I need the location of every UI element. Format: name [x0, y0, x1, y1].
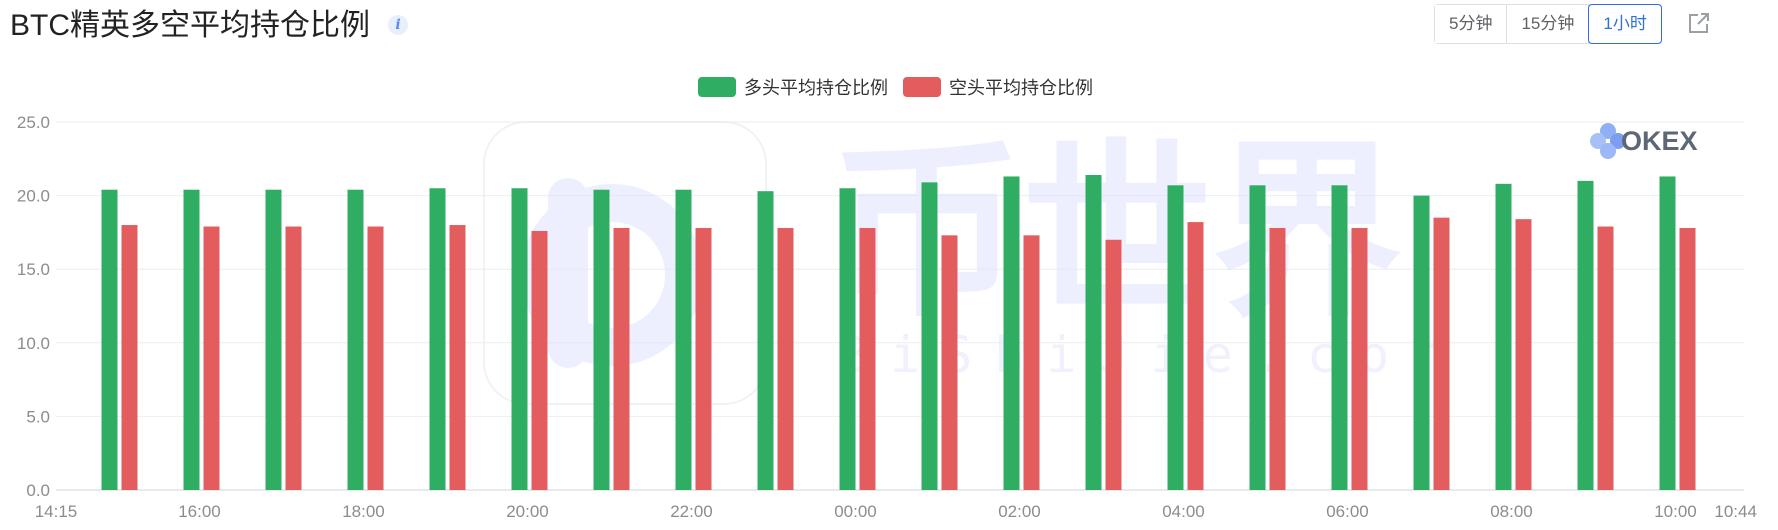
legend-label-long: 多头平均持仓比例 [744, 78, 888, 98]
y-axis: 0.0 5.0 10.0 15.0 20.0 25.0 [17, 113, 50, 500]
x-tick-label: 14:15 [35, 502, 78, 521]
bar-long[interactable] [1003, 176, 1020, 491]
x-tick-label: 06:00 [1326, 502, 1369, 521]
bar-long[interactable] [429, 188, 446, 491]
y-tick-label: 0.0 [26, 481, 50, 500]
x-tick-label: 02:00 [998, 502, 1041, 521]
x-tick-label: 04:00 [1162, 502, 1205, 521]
bars [101, 174, 1696, 491]
bar-long[interactable] [347, 189, 364, 490]
grid-lines [56, 121, 1744, 491]
bar-short[interactable] [777, 227, 794, 490]
bar-long[interactable] [757, 191, 774, 490]
bar-long[interactable] [1495, 183, 1512, 490]
okex-logo: OKEX [1590, 123, 1698, 159]
bar-long[interactable] [921, 182, 938, 491]
range-5min-button[interactable]: 5分钟 [1435, 5, 1508, 43]
bar-short[interactable] [1351, 227, 1368, 490]
bar-long[interactable] [511, 188, 528, 491]
bar-long[interactable] [265, 189, 282, 490]
x-tick-label: 22:00 [670, 502, 713, 521]
x-tick-label: 18:00 [342, 502, 385, 521]
bar-short[interactable] [1187, 222, 1204, 490]
bar-long[interactable] [1085, 174, 1102, 490]
bar-long[interactable] [101, 189, 118, 490]
okex-logo-text: OKEX [1621, 126, 1698, 156]
bar-long[interactable] [1167, 185, 1184, 490]
bar-short[interactable] [285, 226, 302, 490]
page-title: BTC精英多空平均持仓比例 [10, 9, 370, 42]
x-tick-label: 00:00 [834, 502, 877, 521]
bar-long[interactable] [1249, 185, 1266, 490]
legend-item-short[interactable]: 空头平均持仓比例 [903, 77, 1093, 98]
info-icon[interactable]: i [388, 15, 408, 35]
bar-short[interactable] [1597, 226, 1614, 490]
bar-short[interactable] [1269, 227, 1286, 490]
watermark: 币世界 BiShiJie.com [483, 121, 1441, 405]
x-tick-label: 10:00 [1654, 502, 1697, 521]
legend-swatch-short [903, 77, 941, 97]
time-range-selector: 5分钟 15分钟 1小时 [1434, 4, 1662, 44]
y-tick-label: 20.0 [17, 187, 50, 206]
y-tick-label: 5.0 [26, 407, 50, 426]
bar-short[interactable] [121, 225, 138, 491]
okex-logo-icon [1600, 123, 1616, 139]
x-tick-label: 16:00 [178, 502, 221, 521]
bar-short[interactable] [531, 230, 548, 491]
bar-short[interactable] [1433, 217, 1450, 490]
legend-swatch-long [698, 77, 736, 97]
bar-short[interactable] [1023, 235, 1040, 490]
bar-short[interactable] [203, 226, 220, 490]
bar-long[interactable] [183, 189, 200, 490]
bar-long[interactable] [1659, 176, 1676, 491]
x-axis: 14:15 16:00 18:00 20:00 22:00 00:00 02:00 04:00… [35, 502, 1757, 521]
bar-short[interactable] [1515, 219, 1532, 491]
bar-short[interactable] [859, 227, 876, 490]
bar-long[interactable] [1577, 180, 1594, 490]
watermark-logo-bar [548, 178, 588, 368]
bar-long[interactable] [675, 189, 692, 490]
bar-short[interactable] [1679, 227, 1696, 490]
y-tick-label: 10.0 [17, 334, 50, 353]
bar-short[interactable] [449, 225, 466, 491]
bar-short[interactable] [1105, 239, 1122, 490]
range-1hour-button[interactable]: 1小时 [1588, 4, 1662, 44]
legend: 多头平均持仓比例 空头平均持仓比例 [698, 77, 1093, 98]
bar-long[interactable] [593, 189, 610, 490]
bar-long[interactable] [839, 188, 856, 491]
bar-long[interactable] [1413, 195, 1430, 490]
x-tick-label: 08:00 [1490, 502, 1533, 521]
legend-item-long[interactable]: 多头平均持仓比例 [698, 77, 888, 98]
legend-label-short: 空头平均持仓比例 [949, 78, 1093, 98]
bar-long[interactable] [1331, 185, 1348, 490]
x-tick-label: 20:00 [506, 502, 549, 521]
bar-short[interactable] [941, 235, 958, 490]
range-15min-button[interactable]: 15分钟 [1507, 5, 1590, 43]
bar-short[interactable] [613, 227, 630, 490]
y-tick-label: 15.0 [17, 260, 50, 279]
bar-short[interactable] [695, 227, 712, 490]
share-icon[interactable] [1686, 10, 1712, 36]
x-tick-label: 10:44 [1714, 502, 1757, 521]
y-tick-label: 25.0 [17, 113, 50, 132]
bar-short[interactable] [367, 226, 384, 490]
